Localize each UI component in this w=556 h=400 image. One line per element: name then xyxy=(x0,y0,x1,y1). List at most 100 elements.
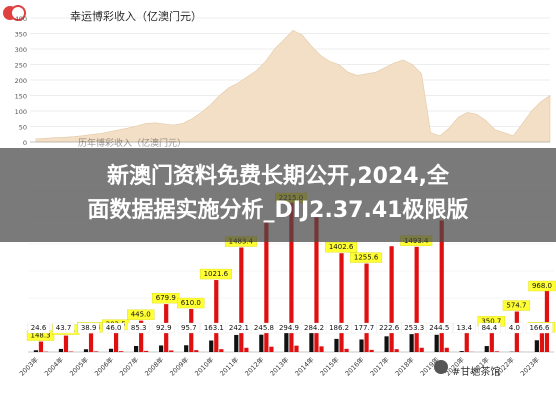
x-tick-label: 2018年 xyxy=(393,355,416,378)
data-label-value-box xyxy=(127,322,150,334)
x-tick-label: 2017年 xyxy=(368,355,391,378)
bar-red xyxy=(239,247,244,352)
data-label-value: 85.3 xyxy=(131,324,147,332)
bar-red xyxy=(489,327,494,352)
data-label-total: 574.7 xyxy=(506,302,526,310)
data-label-total: 968.0 xyxy=(532,282,552,290)
bar-red-secondary xyxy=(219,349,224,352)
y-tick-label: 100 xyxy=(15,108,27,116)
data-label-total: 610.0 xyxy=(181,299,201,307)
bar-black xyxy=(459,351,464,352)
bar-black xyxy=(434,334,439,352)
data-label-value: 38.9 xyxy=(81,324,97,332)
data-label-value: 84.4 xyxy=(482,324,498,332)
y-tick-label: 350 xyxy=(15,31,27,39)
banner-line-2: 面数据据实施分析_DIJ2.37.41极限版 xyxy=(87,198,469,223)
bar-black xyxy=(384,336,389,352)
x-tick-label: 2023年 xyxy=(518,355,541,378)
banner-text: 新澳门资料免费长期公开,2024,全 面数据据实施分析_DIJ2.37.41极限… xyxy=(0,160,556,228)
wechat-icon xyxy=(434,360,448,374)
data-label-total: 679.9 xyxy=(156,294,176,302)
data-label-value: 242.1 xyxy=(229,324,249,332)
top-chart-svg: 0 50 100 150 200 250 300 350 400 xyxy=(15,15,551,147)
bar-red-secondary xyxy=(544,283,550,352)
bar-red-secondary xyxy=(294,345,299,352)
bar-red xyxy=(214,280,219,352)
bar-red-secondary xyxy=(244,347,249,352)
top-chart-title: 幸运博彩收入（亿澳门元） xyxy=(70,10,202,23)
bar-black xyxy=(33,350,39,352)
bar-red-secondary xyxy=(494,351,499,352)
x-tick-label: 2013年 xyxy=(268,355,291,378)
data-label-value: 177.7 xyxy=(354,324,374,332)
data-label-value-box xyxy=(152,322,175,334)
data-label-value: 222.6 xyxy=(379,324,400,332)
y-tick-label: 400 xyxy=(15,15,27,23)
bar-red-secondary xyxy=(369,349,374,352)
bar-black xyxy=(259,334,264,352)
bar-black xyxy=(83,349,89,352)
x-tick-label: 2003年 xyxy=(17,355,40,378)
data-label-total: 1021.6 xyxy=(204,270,229,278)
bar-red-secondary xyxy=(444,347,449,352)
data-label-value: 186.2 xyxy=(329,324,349,332)
y-tick-label: 200 xyxy=(15,77,27,85)
data-label-value: 166.6 xyxy=(529,324,550,332)
bar-red xyxy=(264,222,269,352)
bar-red-secondary xyxy=(93,351,99,352)
data-label-value: 294.9 xyxy=(279,324,299,332)
x-tick-label: 2015年 xyxy=(318,355,341,378)
bar-black xyxy=(133,345,139,352)
bar-red xyxy=(63,335,69,352)
data-label-value: 4.0 xyxy=(509,324,520,332)
bar-red xyxy=(88,333,94,352)
data-label-total: 1255.6 xyxy=(354,254,379,262)
data-label-total: 350.7 xyxy=(481,317,501,325)
data-label-value: 244.5 xyxy=(429,324,449,332)
data-label-value-box xyxy=(177,322,200,334)
y-tick-label: 0 xyxy=(23,139,27,147)
bar-black xyxy=(309,331,314,352)
x-tick-label: 2005年 xyxy=(67,355,90,378)
x-tick-label: 2016年 xyxy=(343,355,366,378)
bar-red-secondary xyxy=(319,346,324,352)
x-tick-label: 2011年 xyxy=(218,355,241,378)
bar-red xyxy=(389,246,394,352)
data-label-value: 95.7 xyxy=(181,324,197,332)
y-tick-label: 300 xyxy=(15,46,27,54)
bar-black xyxy=(184,345,189,352)
bar-red-secondary xyxy=(394,349,399,352)
data-label-value: 13.4 xyxy=(457,324,473,332)
x-tick-label: 2007年 xyxy=(117,355,140,378)
data-label-value-box xyxy=(505,322,524,334)
x-tick-label: 2010年 xyxy=(193,355,216,378)
data-label-value-box xyxy=(453,322,476,334)
x-tick-label: 2014年 xyxy=(293,355,316,378)
data-label-value-box xyxy=(526,322,553,334)
y-tick-label: 250 xyxy=(15,62,27,70)
bar-black xyxy=(409,334,414,352)
data-label-total: 148.3 xyxy=(31,332,51,340)
bar-red xyxy=(314,217,319,352)
logo-icon xyxy=(2,2,26,24)
bar-red xyxy=(38,341,44,352)
bar-black xyxy=(159,345,164,352)
bar-black xyxy=(534,340,539,352)
y-tick-label: 150 xyxy=(15,93,27,101)
data-label-value-box xyxy=(478,322,501,334)
data-label-value: 46.0 xyxy=(106,324,122,332)
bar-red xyxy=(439,220,444,352)
x-tick-label: 2006年 xyxy=(92,355,115,378)
x-tick-label: 2004年 xyxy=(42,355,65,378)
bar-black xyxy=(234,334,239,352)
bar-red-secondary xyxy=(344,348,349,352)
bar-red xyxy=(339,253,344,352)
bottom-chart-title: 历年博彩收入（亿澳门元） xyxy=(78,139,187,149)
y-tick-label: 50 xyxy=(19,124,27,132)
bar-red xyxy=(539,333,544,352)
x-tick-label: 2009年 xyxy=(168,355,191,378)
bar-red-secondary xyxy=(119,351,124,352)
bar-black xyxy=(359,339,364,352)
data-label-value-box xyxy=(52,322,75,334)
